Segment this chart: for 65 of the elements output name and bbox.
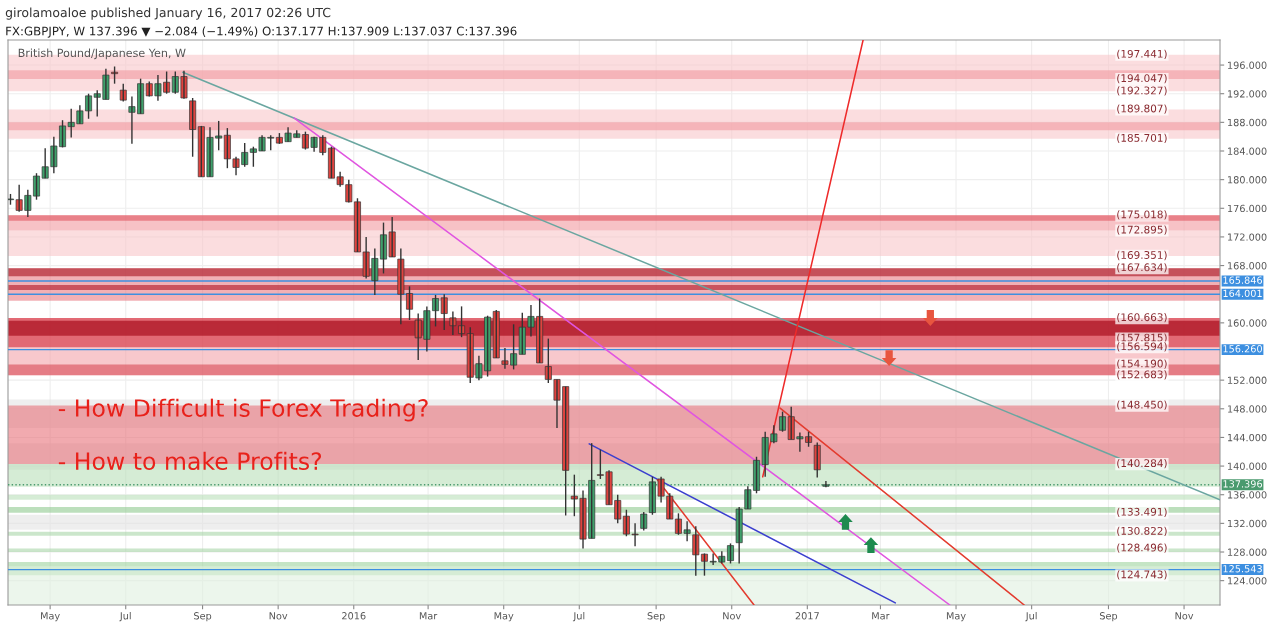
y-tick-label: 144.000 <box>1228 433 1267 442</box>
candlestick <box>813 441 821 479</box>
annotation: - How to make Profits? <box>58 451 322 471</box>
annotation: (192.327) <box>1117 86 1167 96</box>
annotation: (130.822) <box>1117 526 1167 537</box>
x-tick-label: Mar <box>872 612 890 620</box>
x-tick-label: Nov <box>1175 612 1194 620</box>
ref-line-label: 156.260 <box>1223 345 1262 353</box>
ref-line-label: 125.543 <box>1223 565 1262 573</box>
x-tick-label: May <box>41 612 60 622</box>
annotation: - How Difficult is Forex Trading? <box>58 398 428 422</box>
annotation: (160.663) <box>1117 313 1167 323</box>
y-tick-label: 196.000 <box>1228 61 1267 69</box>
annotation: (189.807) <box>1117 104 1167 114</box>
y-tick-label: 152.000 <box>1228 376 1267 384</box>
x-tick-label: 2016 <box>342 612 366 620</box>
annotation: (128.496) <box>1117 543 1167 553</box>
annotation: (194.047) <box>1117 74 1167 84</box>
x-tick-label: Nov <box>723 612 741 620</box>
y-tick-label: 176.000 <box>1228 204 1267 213</box>
y-tick-label: 168.000 <box>1228 262 1267 270</box>
y-tick-label: 172.000 <box>1228 233 1267 241</box>
y-tick-label: 160.000 <box>1228 319 1267 327</box>
y-tick-label: 148.000 <box>1228 405 1267 413</box>
ref-line-label: 137.396 <box>1223 480 1263 488</box>
annotation: (172.895) <box>1117 225 1167 235</box>
x-tick-label: Jul <box>119 611 131 622</box>
y-tick-label: 128.000 <box>1228 548 1267 556</box>
candlestick <box>640 511 648 532</box>
text: girolamoaloe published January 16, 2017 02:26 UTC <box>5 7 331 20</box>
text: British Pound/Japanese Yen, W <box>18 48 186 60</box>
x-tick-label: Mar <box>419 612 438 620</box>
annotation: (175.018) <box>1117 210 1167 220</box>
y-tick-label: 124.000 <box>1228 577 1267 585</box>
annotation: (197.441) <box>1117 49 1167 59</box>
x-tick-label: Sep <box>1099 612 1118 622</box>
annotation: (140.284) <box>1117 459 1167 469</box>
annotation: (152.683) <box>1117 370 1167 380</box>
text: FX:GBPJPY, W 137.396 ▼ −2.084 (−1.49%) O:137.177 H:137.909 L:137.037 C:137.396 <box>6 26 517 38</box>
x-tick-label: Jul <box>572 611 585 622</box>
annotation: (148.450) <box>1117 400 1167 410</box>
x-tick-label: May <box>946 612 966 622</box>
x-tick-label: Sep <box>194 612 212 622</box>
y-tick-label: 180.000 <box>1228 176 1267 184</box>
y-tick-label: 136.000 <box>1228 491 1267 499</box>
x-tick-label: 2017 <box>795 612 819 620</box>
y-tick-label: 188.000 <box>1228 118 1267 127</box>
annotation: (156.594) <box>1117 342 1167 352</box>
x-tick-label: May <box>494 612 514 622</box>
annotation: (133.491) <box>1117 507 1167 517</box>
x-tick-label: Jul <box>1025 611 1037 622</box>
x-tick-label: Sep <box>647 612 665 622</box>
y-tick-label: 140.000 <box>1228 462 1267 470</box>
annotation: (124.743) <box>1117 570 1167 580</box>
ref-line-label: 164.001 <box>1223 289 1262 298</box>
y-tick-label: 132.000 <box>1228 519 1267 528</box>
annotation: (169.351) <box>1117 250 1167 261</box>
annotation: (154.190) <box>1117 359 1167 369</box>
annotation: (157.815) <box>1117 333 1167 343</box>
annotation: (167.634) <box>1117 263 1167 273</box>
y-tick-label: 184.000 <box>1228 147 1267 155</box>
x-tick-label: Nov <box>269 612 288 620</box>
y-tick-label: 192.000 <box>1228 90 1267 98</box>
annotation: (185.701) <box>1117 133 1167 144</box>
ref-line-label: 165.846 <box>1223 276 1263 284</box>
